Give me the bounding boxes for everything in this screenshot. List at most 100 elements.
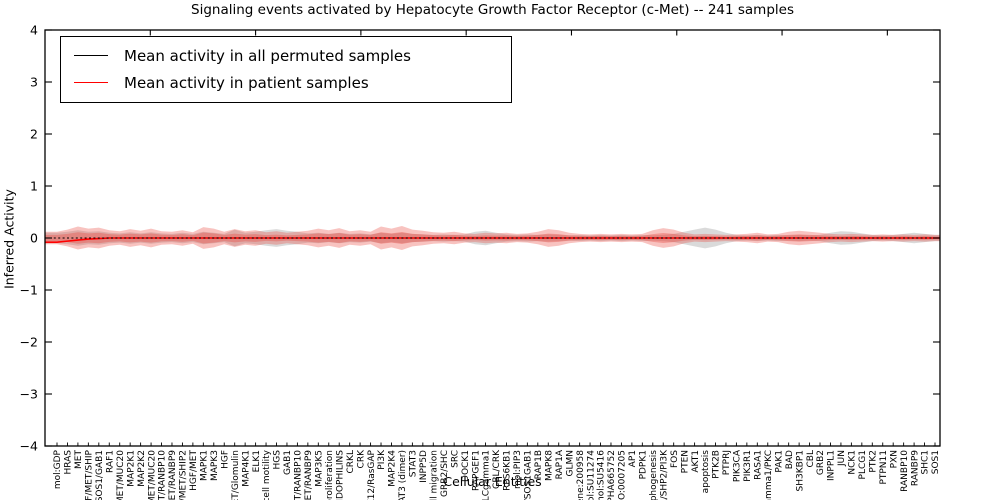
x-category-label: BAD bbox=[785, 450, 795, 469]
legend-label-permuted: Mean activity in all permuted samples bbox=[124, 46, 411, 65]
x-category-label: HGF bbox=[220, 450, 230, 469]
x-category-label: INPP5D bbox=[419, 450, 429, 483]
x-category-label: HGF/MET/SHIP bbox=[85, 449, 95, 500]
legend: Mean activity in all permuted samples Me… bbox=[60, 36, 512, 103]
y-tick-label: −4 bbox=[20, 439, 38, 454]
chart-title: Signaling events activated by Hepatocyte… bbox=[191, 2, 794, 18]
x-category-label: MET/RANBP9 bbox=[304, 450, 314, 500]
x-category-label: MAP2K4 bbox=[388, 450, 398, 487]
y-tick-label: 4 bbox=[30, 23, 38, 38]
x-category-label: HRAS bbox=[64, 450, 74, 475]
x-category-label: CBL/CRK bbox=[492, 449, 502, 489]
x-category-label: PIK3R1 bbox=[743, 450, 753, 482]
x-category-label: HGF/MET/SHIP2 bbox=[179, 450, 189, 500]
x-category-label: MAPK8 bbox=[544, 450, 554, 481]
x-category-label: PIK3CA bbox=[733, 449, 743, 482]
x-category-label: SHP2/GRB2/SOS1/GAB1 bbox=[95, 450, 105, 500]
x-category-label: MET/RANBP10 bbox=[294, 450, 304, 500]
x-category-label: HGF/MET/CIN85/CBL/ENDOPHILINS bbox=[335, 450, 345, 500]
x-category-label: NCK1 bbox=[848, 450, 858, 475]
x-category-label: PDPK1 bbox=[639, 450, 649, 479]
x-category-label: HGF/MET/RANBP10 bbox=[158, 450, 168, 500]
x-category-label: SOS1 bbox=[931, 450, 941, 474]
x-category-label: mol:PIP3 bbox=[513, 450, 523, 489]
x-category-label: CRK bbox=[356, 449, 366, 469]
x-category-label: GRB2/SHC bbox=[440, 450, 450, 497]
x-category-label: HGF/MET bbox=[189, 450, 199, 491]
x-category-label: SRC bbox=[450, 450, 460, 468]
x-category-label: GRB2 bbox=[816, 450, 826, 475]
x-category-label: MAPK1 bbox=[200, 450, 210, 481]
x-category-label: EntrezGene:200958 bbox=[576, 450, 586, 500]
x-category-label: HGF/MET/MUC20 bbox=[116, 450, 126, 500]
x-category-label: HGS bbox=[273, 450, 283, 470]
x-category-label: RANBP9 bbox=[910, 450, 920, 486]
x-category-label: MET/MUC20 bbox=[147, 450, 157, 500]
patient-line-swatch bbox=[74, 82, 108, 83]
x-category-label: GAB1/CRKL/SHP2/PI3K bbox=[659, 449, 669, 500]
x-category-label: HGF/MET/RANBP9 bbox=[168, 450, 178, 500]
x-category-label: RASA1 bbox=[754, 450, 764, 480]
x-category-label: PAK1 bbox=[774, 450, 784, 473]
x-category-label: cell motility bbox=[262, 449, 272, 500]
x-category-label: PTPRJ bbox=[722, 450, 732, 475]
x-category-label: mol:GDP bbox=[53, 449, 63, 489]
y-tick-label: −1 bbox=[20, 283, 38, 298]
x-category-label: cell proliferation bbox=[325, 450, 335, 500]
y-tick-label: 2 bbox=[30, 127, 38, 142]
x-category-label: FOS bbox=[670, 450, 680, 468]
x-category-label: DOCK1 bbox=[461, 450, 471, 482]
y-tick-label: −2 bbox=[20, 335, 38, 350]
x-category-label: MAP2K1 bbox=[126, 450, 136, 487]
x-category-label: RAPGEF1 bbox=[471, 450, 481, 491]
x-category-label: PTEN bbox=[680, 450, 690, 473]
x-category-label: SHC1 bbox=[921, 450, 931, 475]
x-category-label: PXN bbox=[889, 450, 899, 468]
y-tick-label: 1 bbox=[30, 179, 38, 194]
y-tick-label: 3 bbox=[30, 75, 38, 90]
x-category-label: MET bbox=[74, 450, 84, 469]
x-category-label: RAF1 bbox=[105, 450, 115, 473]
x-category-label: GAB1 bbox=[283, 450, 293, 475]
x-category-label: SH3KBP1 bbox=[795, 450, 805, 491]
x-category-label: GLMN bbox=[565, 450, 575, 477]
y-axis-label: Inferred Activity bbox=[1, 189, 17, 289]
x-category-label: GO:0007205 bbox=[618, 450, 628, 500]
x-category-label: PTPN11 bbox=[879, 450, 889, 485]
x-category-label: mol:SU5416 bbox=[597, 450, 607, 500]
x-category-label: AP1 bbox=[628, 450, 638, 467]
x-category-label: apoptosis bbox=[701, 450, 711, 494]
x-category-label: MAPK3 bbox=[210, 450, 220, 481]
x-category-label: STAT3 bbox=[409, 450, 419, 477]
x-category-label: RPS6KB1 bbox=[503, 450, 513, 491]
x-category-label: INPPL1 bbox=[827, 450, 837, 481]
x-category-label: RAP1B bbox=[534, 450, 544, 479]
x-category-label: cell morphogenesis bbox=[649, 450, 659, 500]
x-category-label: PI3K bbox=[377, 449, 387, 470]
x-category-label: PLCG1 bbox=[858, 450, 868, 479]
x-axis-label: Cellular Entities bbox=[443, 474, 542, 489]
y-tick-label: −3 bbox=[20, 387, 38, 402]
x-category-label: PTK2 bbox=[868, 450, 878, 473]
x-category-label: RAP1A bbox=[555, 449, 565, 479]
x-category-label: NCK/PLCgamma1 bbox=[482, 450, 492, 500]
legend-label-patient: Mean activity in patient samples bbox=[124, 73, 369, 92]
y-tick-label: 0 bbox=[30, 231, 38, 246]
x-category-label: MET/Glomulin bbox=[231, 450, 241, 500]
x-category-label: MAP2K2 bbox=[137, 450, 147, 487]
legend-item-permuted: Mean activity in all permuted samples bbox=[61, 42, 511, 69]
x-category-label: RANBP10 bbox=[900, 450, 910, 492]
legend-item-patient: Mean activity in patient samples bbox=[61, 69, 511, 96]
x-category-label: mol:PHA665752 bbox=[607, 450, 617, 500]
x-category-label: PTK2B bbox=[712, 450, 722, 479]
x-category-label: mol:SU11274 bbox=[586, 450, 596, 500]
x-category-label: MAP3K5 bbox=[315, 450, 325, 487]
permuted-line-swatch bbox=[74, 55, 108, 56]
x-category-label: JUN bbox=[837, 450, 847, 467]
x-category-label: cell migration bbox=[429, 450, 439, 500]
x-category-label: MAP4K1 bbox=[241, 450, 251, 487]
x-category-label: STAT3 (dimer) bbox=[398, 450, 408, 500]
x-category-label: SHP2/GRB2/SOS1GAB1 bbox=[524, 450, 534, 500]
